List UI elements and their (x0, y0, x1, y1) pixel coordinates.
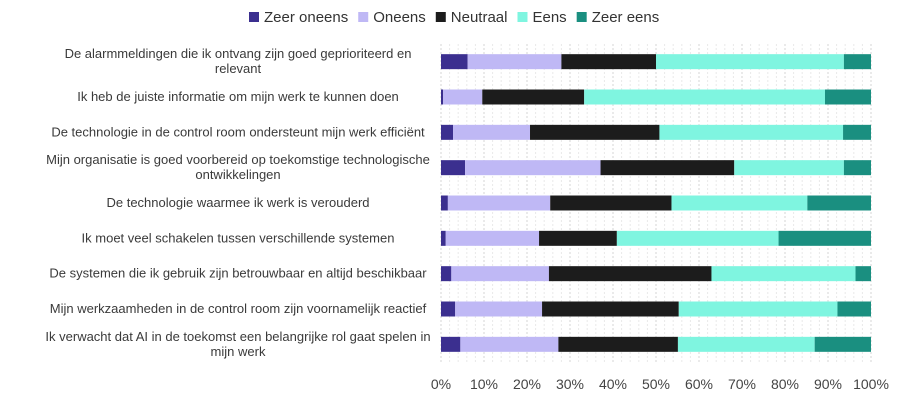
bar-segment-neutraal (558, 336, 678, 352)
category-label: Ik moet veel schakelen tussen verschille… (82, 230, 395, 245)
bar-segment-eens (677, 336, 815, 352)
bar-segment-eens (616, 230, 779, 246)
bar-segment-neutraal (530, 124, 660, 140)
category-label: De systemen die ik gebruik zijn betrouwb… (49, 266, 427, 281)
legend-swatch (358, 12, 369, 22)
bar-segment-zeer-eens (778, 230, 871, 246)
bar-segment-oneens (460, 336, 559, 352)
bar-segment-zeer-oneens (441, 89, 444, 105)
bar-segment-oneens (467, 54, 562, 70)
category-label: De technologie in de control room onders… (51, 124, 425, 139)
x-axis-ticks: 0% 10% 20% 30% 40% 50% 60% 70% 80% 90% 100% (431, 376, 889, 392)
bar-segment-oneens (451, 266, 549, 282)
bar-segment-eens (659, 124, 844, 140)
bar-segment-zeer-eens (814, 336, 871, 352)
bar-segment-zeer-eens (843, 124, 871, 140)
category-labels: De alarmmeldingen die ik ontvang zijn go… (45, 46, 430, 359)
category-label: Mijn werkzaamheden in de control room zi… (50, 301, 427, 316)
legend-label: Zeer eens (592, 9, 660, 26)
bar-segment-oneens (453, 124, 531, 140)
bar-segment-oneens (465, 160, 601, 176)
bar-segment-zeer-eens (855, 266, 871, 282)
x-tick-label: 40% (599, 376, 627, 392)
x-tick-label: 90% (814, 376, 842, 392)
bar-segment-eens (671, 195, 808, 211)
bar-segment-zeer-eens (807, 195, 871, 211)
bar-segment-neutraal (600, 160, 735, 176)
legend-label: Oneens (373, 9, 426, 26)
bar-segment-zeer-eens (837, 301, 871, 317)
bar-segment-eens (656, 54, 844, 70)
x-tick-label: 20% (513, 376, 541, 392)
bar-segment-neutraal (550, 195, 672, 211)
bar-segment-zeer-oneens (441, 266, 452, 282)
bar-segment-neutraal (482, 89, 585, 105)
bar-segment-zeer-oneens (441, 230, 446, 246)
category-label: Ik verwacht dat AI in de toekomst een be… (45, 329, 430, 359)
x-tick-label: 30% (556, 376, 584, 392)
category-label: De technologie waarmee ik werk is veroud… (106, 195, 369, 210)
bar-segment-neutraal (548, 266, 712, 282)
bar-segment-neutraal (561, 54, 656, 70)
bar-segment-oneens (447, 195, 551, 211)
bar-segment-zeer-oneens (441, 124, 454, 140)
bar-segment-eens (584, 89, 825, 105)
chart-bars (441, 54, 871, 352)
category-label: Mijn organisatie is goed voorbereid op t… (46, 152, 430, 182)
x-tick-label: 80% (771, 376, 799, 392)
bar-segment-oneens (443, 89, 483, 105)
bar-segment-zeer-eens (843, 160, 871, 176)
x-tick-label: 70% (728, 376, 756, 392)
legend-label: Eens (532, 9, 566, 26)
bar-segment-neutraal (542, 301, 679, 317)
x-tick-label: 0% (431, 376, 451, 392)
legend-label: Zeer oneens (264, 9, 348, 26)
bar-segment-zeer-oneens (441, 54, 468, 70)
x-tick-label: 50% (642, 376, 670, 392)
bar-segment-zeer-oneens (441, 195, 448, 211)
bar-segment-neutraal (539, 230, 617, 246)
x-tick-label: 10% (470, 376, 498, 392)
x-tick-label: 60% (685, 376, 713, 392)
chart-legend: Zeer oneens Oneens Neutraal Eens Zeer eens (249, 9, 659, 26)
bar-segment-zeer-oneens (441, 336, 461, 352)
legend-swatch (576, 12, 587, 22)
legend-label: Neutraal (451, 9, 508, 26)
bar-segment-eens (734, 160, 844, 176)
bar-segment-zeer-eens (824, 89, 871, 105)
bar-segment-zeer-eens (843, 54, 871, 70)
category-label: De alarmmeldingen die ik ontvang zijn go… (65, 46, 412, 76)
bar-segment-oneens (445, 230, 540, 246)
bar-segment-oneens (455, 301, 543, 317)
legend-swatch (517, 12, 528, 22)
bar-segment-eens (711, 266, 856, 282)
bar-segment-zeer-oneens (441, 160, 466, 176)
category-label: Ik heb de juiste informatie om mijn werk… (77, 89, 399, 104)
legend-swatch (435, 12, 446, 22)
x-tick-label: 100% (853, 376, 889, 392)
bar-segment-eens (678, 301, 838, 317)
bar-segment-zeer-oneens (441, 301, 456, 317)
legend-swatch (249, 12, 259, 22)
